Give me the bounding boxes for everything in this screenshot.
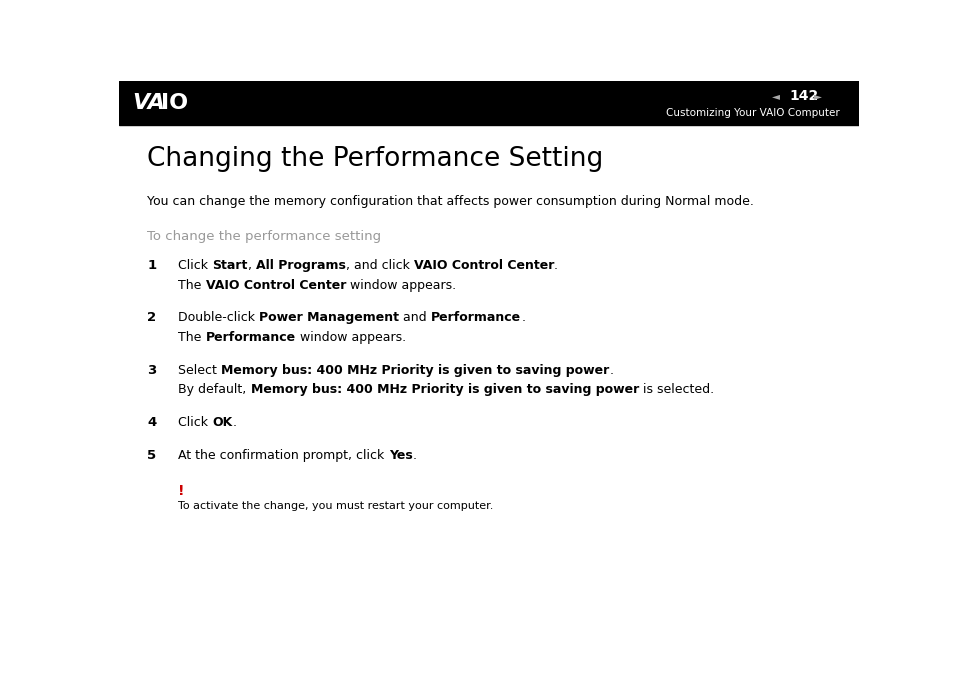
Text: All Programs: All Programs: [255, 259, 345, 272]
Text: 142: 142: [788, 90, 818, 103]
Text: VAIO Control Center: VAIO Control Center: [413, 259, 554, 272]
Text: 5: 5: [147, 449, 156, 462]
Text: Changing the Performance Setting: Changing the Performance Setting: [147, 146, 603, 172]
Text: VA: VA: [132, 93, 166, 113]
Text: Yes: Yes: [388, 449, 412, 462]
Bar: [119, 81, 858, 125]
Text: Customizing Your VAIO Computer: Customizing Your VAIO Computer: [665, 108, 840, 118]
Text: OK: OK: [213, 416, 233, 429]
Text: Click: Click: [178, 416, 213, 429]
Text: IO: IO: [161, 93, 189, 113]
Text: Performance: Performance: [206, 331, 295, 344]
Text: Select: Select: [178, 364, 221, 377]
Text: VAIO Control Center: VAIO Control Center: [206, 278, 346, 292]
Text: window appears.: window appears.: [295, 331, 406, 344]
Text: and: and: [399, 311, 431, 324]
Text: ►: ►: [813, 91, 821, 101]
Text: To change the performance setting: To change the performance setting: [147, 231, 381, 243]
Text: Double-click: Double-click: [178, 311, 259, 324]
Text: .: .: [520, 311, 524, 324]
Text: .: .: [233, 416, 236, 429]
Text: You can change the memory configuration that affects power consumption during No: You can change the memory configuration …: [147, 195, 754, 208]
Text: ,: ,: [248, 259, 255, 272]
Text: 3: 3: [147, 364, 156, 377]
Text: 4: 4: [147, 416, 156, 429]
Text: 2: 2: [147, 311, 156, 324]
Text: window appears.: window appears.: [346, 278, 456, 292]
Text: Start: Start: [213, 259, 248, 272]
Text: Memory bus: 400 MHz Priority is given to saving power: Memory bus: 400 MHz Priority is given to…: [221, 364, 609, 377]
Text: .: .: [412, 449, 416, 462]
Text: Click: Click: [178, 259, 213, 272]
Text: ◄: ◄: [771, 91, 780, 101]
Text: Memory bus: 400 MHz Priority is given to saving power: Memory bus: 400 MHz Priority is given to…: [251, 384, 639, 396]
Text: .: .: [609, 364, 613, 377]
Text: The: The: [178, 278, 206, 292]
Text: , and click: , and click: [345, 259, 413, 272]
Text: .: .: [554, 259, 558, 272]
Text: At the confirmation prompt, click: At the confirmation prompt, click: [178, 449, 388, 462]
Text: 1: 1: [147, 259, 156, 272]
Text: By default,: By default,: [178, 384, 251, 396]
Text: The: The: [178, 331, 206, 344]
Text: Performance: Performance: [431, 311, 520, 324]
Text: !: !: [178, 484, 185, 498]
Text: Power Management: Power Management: [259, 311, 399, 324]
Text: To activate the change, you must restart your computer.: To activate the change, you must restart…: [178, 501, 494, 512]
Text: is selected.: is selected.: [639, 384, 713, 396]
